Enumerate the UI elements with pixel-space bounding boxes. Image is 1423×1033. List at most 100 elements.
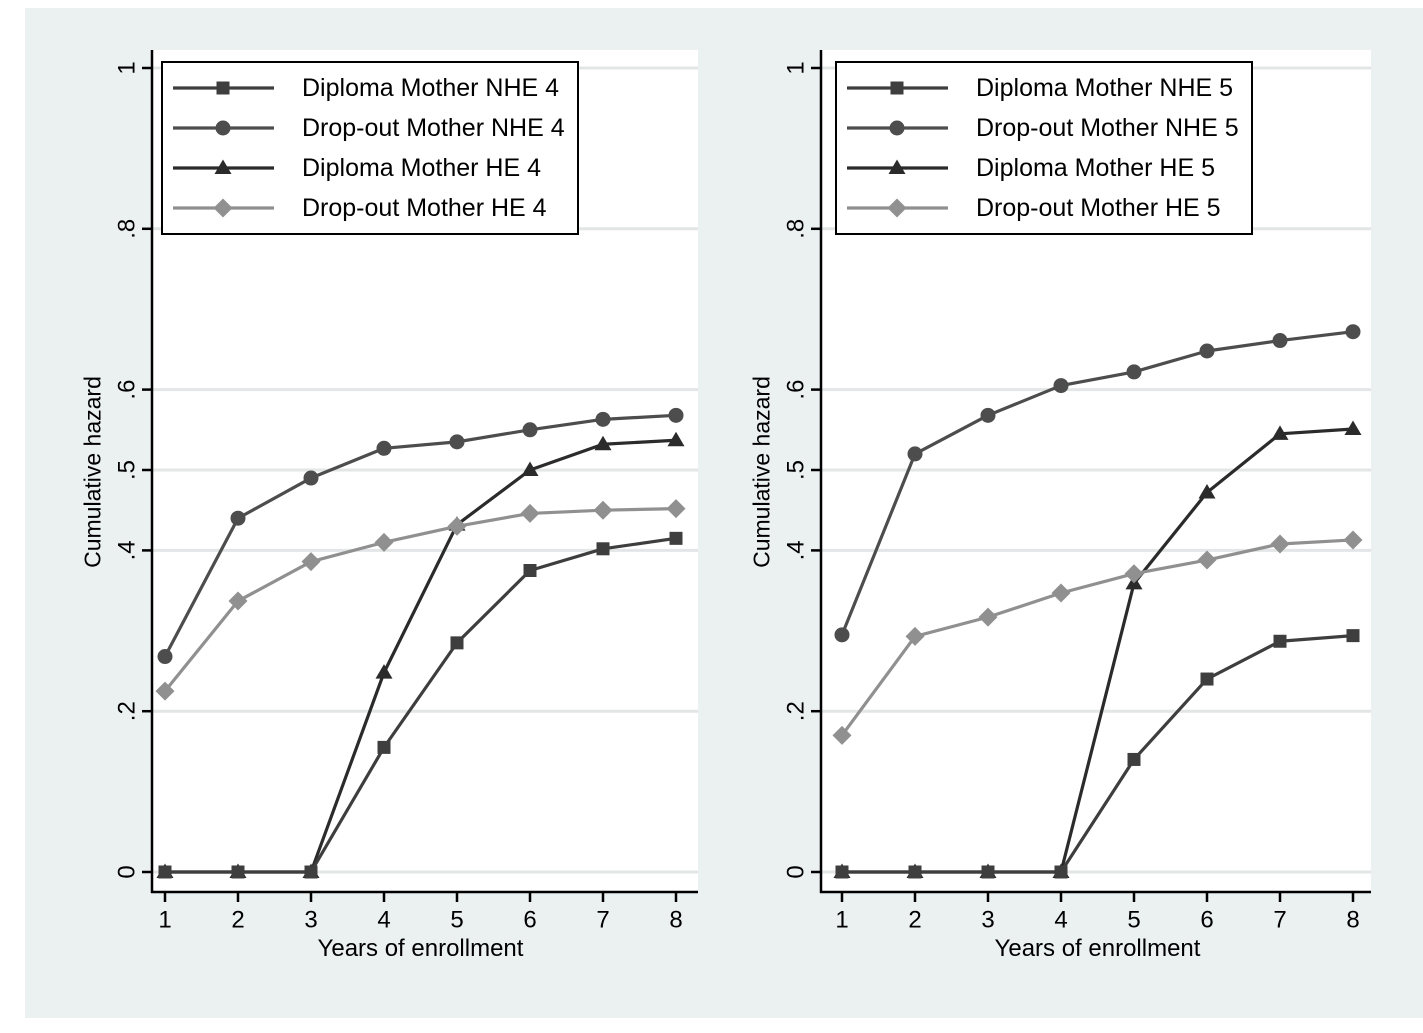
series-marker-square [158,865,172,879]
legend-item: Drop-out Mother NHE 5 [845,108,1239,148]
series-marker-triangle [667,431,685,447]
y-tick-label: .2 [114,701,141,721]
series-marker-diamond [1124,564,1144,584]
legend-label: Diploma Mother HE 5 [976,153,1215,182]
series-line-circle [163,413,678,659]
series-line-circle [840,330,1355,637]
series-marker-diamond [593,500,613,520]
series-marker-square [523,564,537,577]
y-axis-title: Cumulative hazard [748,375,775,568]
series-marker-circle [595,411,611,427]
legend-item: Diploma Mother HE 5 [845,148,1239,188]
diamond-marker-icon [847,198,948,218]
series-marker-circle [834,627,850,643]
series-marker-circle [1053,378,1069,394]
square-marker-icon [173,81,274,95]
triangle-marker-icon [173,159,274,174]
y-tick-label: .5 [783,460,810,480]
series-marker-circle [303,470,319,486]
triangle-marker-icon [847,159,948,174]
x-tick-label: 3 [981,907,994,934]
series-marker-square [304,865,318,879]
x-tick-label: 6 [523,907,536,934]
y-tick-label: .2 [783,701,810,721]
x-tick-label: 1 [835,907,848,934]
legend-item: Drop-out Mother NHE 4 [171,108,565,148]
series-marker-circle [907,446,923,462]
y-tick-label: .6 [114,380,141,400]
series-line-diamond [163,506,678,693]
series-line-diamond [840,538,1355,737]
series-marker-diamond [905,626,925,646]
y-tick-label: 1 [114,61,141,74]
series-marker-square [377,740,391,754]
series-marker-diamond [666,499,686,519]
series-marker-diamond [1197,550,1217,570]
x-tick-label: 7 [1273,907,1286,934]
y-tick-label: .8 [783,219,810,239]
series-line-square [163,536,678,874]
square-marker-icon [847,81,948,95]
legend-label: Diploma Mother HE 4 [302,153,541,182]
x-tick-label: 6 [1200,907,1213,934]
series-marker-diamond [374,532,394,552]
legend-label: Drop-out Mother NHE 5 [976,113,1239,142]
y-tick-label: .6 [783,380,810,400]
legend-label: Drop-out Mother NHE 4 [302,113,565,142]
diamond-marker-glyph [213,198,233,218]
diamond-marker-glyph [887,198,907,218]
legend-item: Diploma Mother HE 4 [171,148,565,188]
x-tick-label: 5 [450,907,463,934]
series-marker-triangle [1344,420,1362,435]
series-marker-diamond [832,725,852,745]
y-tick-label: .8 [114,219,141,239]
legend-item: Diploma Mother NHE 4 [171,68,565,108]
series-marker-triangle [1271,425,1289,440]
series-marker-diamond [1270,534,1290,554]
x-axis-title: Years of enrollment [994,935,1201,962]
series-marker-diamond [155,681,175,701]
series-marker-triangle [521,461,539,476]
series-marker-circle [1199,343,1215,359]
circle-marker-glyph [215,120,231,136]
series-marker-square [981,865,995,879]
legend-item: Diploma Mother NHE 5 [845,68,1239,108]
series-marker-square [1346,629,1360,643]
series-marker-diamond [1051,583,1071,603]
legend: Diploma Mother NHE 4 Drop-out Mother NHE … [161,61,579,235]
triangle-marker-glyph [214,159,232,174]
series-marker-square [1273,634,1287,648]
y-tick-label: .4 [783,540,810,560]
left-panel: 0 .2 .4 .5 .6 .8 1 1 2 3 4 5 6 7 8 Cumulative hazard Yea… [80,50,698,962]
y-tick-label: 0 [114,865,141,878]
series-marker-circle [230,510,246,526]
series-marker-diamond [1343,530,1363,550]
x-axis-title: Years of enrollment [317,935,524,962]
circle-marker-icon [173,120,274,136]
series-marker-square [231,865,245,879]
series-marker-triangle [594,435,612,451]
y-tick-label: .4 [114,540,141,560]
y-tick-label: 0 [783,865,810,878]
circle-marker-glyph [889,120,905,136]
legend-label: Drop-out Mother HE 4 [302,193,547,222]
legend-label: Diploma Mother NHE 5 [976,73,1234,102]
x-tick-label: 5 [1127,907,1140,934]
series-marker-diamond [447,516,467,536]
x-tick-label: 8 [669,907,682,934]
x-tick-label: 3 [304,907,317,934]
series-marker-diamond [978,607,998,627]
series-marker-diamond [520,503,540,523]
series-line-square [840,634,1355,874]
legend-item: Drop-out Mother HE 4 [171,188,565,228]
x-tick-label: 2 [231,907,244,934]
series-marker-square [669,531,683,545]
circle-marker-icon [847,120,948,136]
series-marker-circle [157,649,173,665]
triangle-marker-glyph [888,159,906,174]
series-marker-circle [980,407,996,423]
y-axis-title: Cumulative hazard [79,375,106,568]
series-marker-circle [1126,364,1142,380]
diamond-marker-icon [173,198,274,218]
square-marker-glyph [216,81,230,95]
